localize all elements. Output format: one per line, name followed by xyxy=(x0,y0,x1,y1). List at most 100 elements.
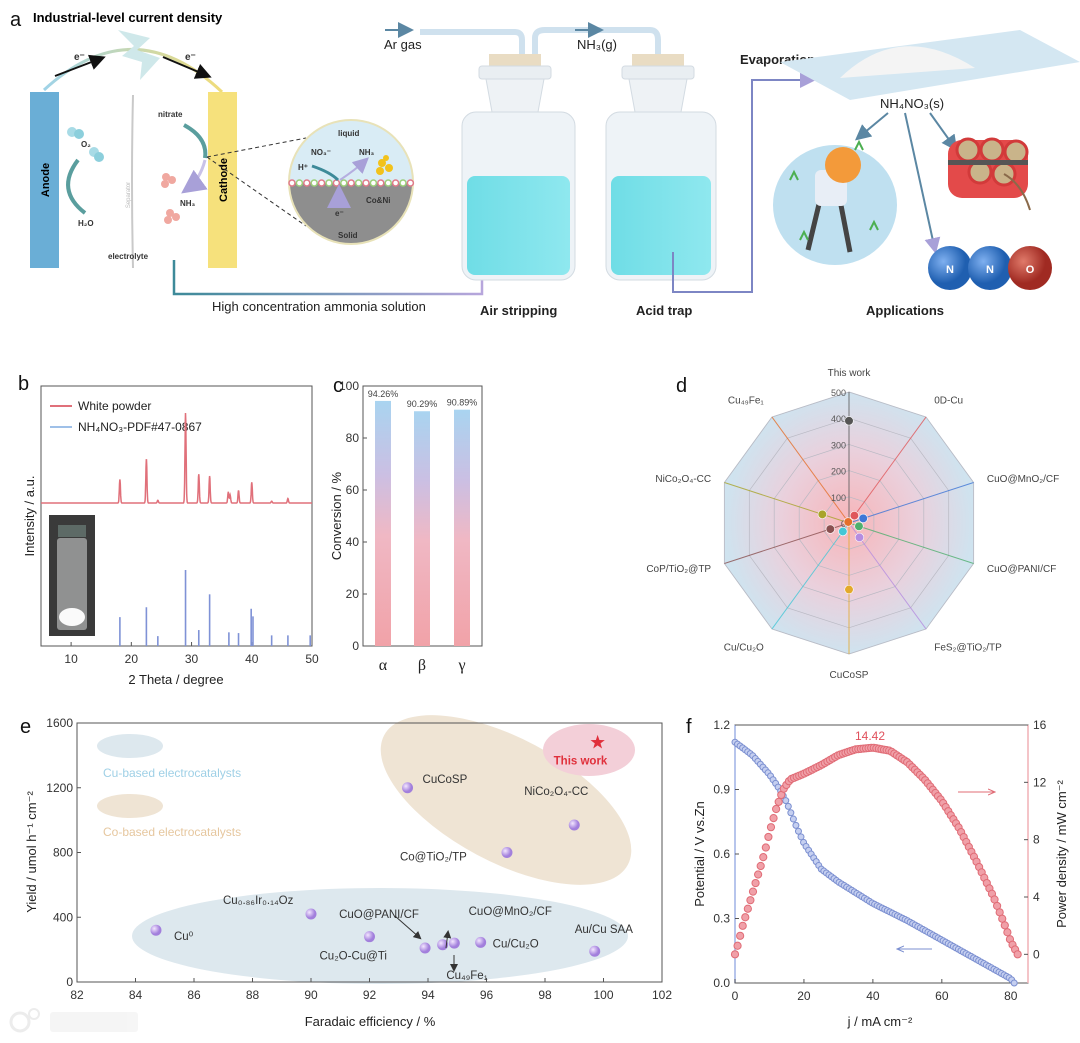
legend-label-cu: Cu-based electrocatalysts xyxy=(103,766,241,780)
x-tick-label: 94 xyxy=(421,988,435,1002)
y-axis-title: Conversion / % xyxy=(329,471,344,560)
series-point-power-density xyxy=(766,823,776,832)
left-y-tick-label: 0.9 xyxy=(713,783,730,797)
series-point-power-density xyxy=(733,941,742,950)
applications-label: Applications xyxy=(866,303,944,318)
x-tick-label: 90 xyxy=(304,988,318,1002)
y-tick-label: 20 xyxy=(346,587,360,601)
anode-electrode xyxy=(30,92,59,268)
h2o-label: H₂O xyxy=(78,219,94,228)
right-y-tick-label: 16 xyxy=(1033,718,1047,732)
surface-atom xyxy=(362,179,370,187)
x-tick-label: 82 xyxy=(70,988,84,1002)
atom-label-o: O xyxy=(1026,264,1035,276)
x-tick-label: 20 xyxy=(125,652,139,666)
data-point xyxy=(501,847,513,858)
annotation-arrow-cuo-pani xyxy=(394,915,422,940)
this-work-region xyxy=(543,724,635,776)
x-tick-label: 96 xyxy=(480,988,494,1002)
nh4no3-powder xyxy=(840,46,975,78)
data-point-label: Au/Cu SAA xyxy=(575,924,633,936)
y-tick-label: 1600 xyxy=(46,716,73,730)
radar-axis-line xyxy=(771,416,850,524)
surface-atom xyxy=(288,179,296,187)
acid-trap-bottle xyxy=(605,54,717,281)
radial-tick-label: 400 xyxy=(831,414,846,424)
radar-point-8 xyxy=(817,509,827,519)
series-point-power-density xyxy=(759,853,768,862)
nitrate-reduction-arrow xyxy=(183,123,208,159)
o2-molecule-icon xyxy=(67,127,104,162)
left-y-tick-label: 1.2 xyxy=(713,718,730,732)
series-point-power-density xyxy=(1003,928,1012,937)
bar-value-label: 90.29% xyxy=(407,399,438,409)
x-tick-label: 40 xyxy=(866,989,880,1003)
x-axis-title: 2 Theta / degree xyxy=(128,672,223,687)
electrolyte-label: electrolyte xyxy=(108,252,149,261)
series-point-power-density xyxy=(772,804,781,814)
series-point-power-density xyxy=(730,950,740,959)
radial-tick-label: 0 xyxy=(841,519,846,529)
bar-β xyxy=(414,411,430,646)
ammonia-release-arrow xyxy=(181,159,208,194)
application-arrow-agriculture xyxy=(854,112,889,141)
data-point xyxy=(150,924,162,936)
radar-point-4 xyxy=(854,532,865,543)
series-point-power-density xyxy=(764,832,773,842)
left-y-axis-title: Potential / V vs.Zn xyxy=(692,801,707,907)
data-point-label: Co@TiO₂/TP xyxy=(400,852,467,864)
electron-label-left: e⁻ xyxy=(74,52,85,63)
panel-e-yield-scatter: e Cu-based electrocatalysts Co-based ele… xyxy=(20,715,672,1029)
right-y-tick-label: 4 xyxy=(1033,890,1040,904)
series-point-potential xyxy=(787,809,795,817)
series-point-potential xyxy=(797,833,805,841)
separator-membrane xyxy=(131,94,134,269)
radar-point-0 xyxy=(844,416,854,426)
radial-tick-label: 300 xyxy=(831,440,846,450)
data-point xyxy=(475,936,487,948)
series-point-power-density xyxy=(754,870,763,879)
zoom-line-bottom xyxy=(206,156,307,227)
surface-atom xyxy=(391,179,400,187)
cathode-label: Cathode xyxy=(218,158,230,202)
radar-axis-line xyxy=(848,416,927,524)
data-point-label: Cu⁰ xyxy=(174,931,194,943)
co-based-region xyxy=(380,715,632,885)
panel-b-xrd-chart: b White powder NH₄NO₃-PDF#47-0867 10 20 30… xyxy=(18,373,319,687)
data-point xyxy=(568,819,580,831)
radar-point-6 xyxy=(838,526,848,537)
data-point-label: Cu₄₉Fe₁ xyxy=(446,970,487,982)
peak-power-label: 14.42 xyxy=(855,729,885,743)
application-arrow-n2o xyxy=(904,112,941,254)
x-tick-label: 50 xyxy=(305,652,319,666)
series-point-power-density xyxy=(751,878,760,888)
radar-axis-label: NiCo₂O₄-CC xyxy=(655,474,711,485)
atom-label-n1: N xyxy=(946,264,954,276)
radar-axis-label: CuO@MnO₂/CF xyxy=(987,474,1059,485)
series-point-potential xyxy=(789,815,797,823)
radar-axis-label: CoP/TiO₂@TP xyxy=(646,564,711,575)
series-point-potential xyxy=(794,827,802,835)
data-point xyxy=(402,782,414,794)
legend-label-co: Co-based electrocatalysts xyxy=(103,825,241,839)
left-y-tick-label: 0.6 xyxy=(713,847,730,861)
air-stripping-bottle xyxy=(461,54,576,281)
inset-electron-label: e⁻ xyxy=(335,209,344,218)
y-tick-label: 0 xyxy=(352,639,359,653)
x-category-label: γ xyxy=(457,657,465,674)
catalyst-surface-atoms xyxy=(288,179,415,187)
surface-atom xyxy=(332,179,341,187)
series-point-power-density xyxy=(761,843,770,852)
data-point-label: CuO@PANI/CF xyxy=(339,909,419,921)
surface-atom xyxy=(325,179,333,187)
lightning-icon xyxy=(118,30,160,80)
inset-nh3-molecule-icon xyxy=(376,155,393,175)
radar-point-7 xyxy=(825,524,835,534)
pipe-label: High concentration ammonia solution xyxy=(212,299,426,314)
series-point-potential xyxy=(782,797,790,805)
plot-frame xyxy=(40,385,313,647)
data-point xyxy=(448,937,460,949)
